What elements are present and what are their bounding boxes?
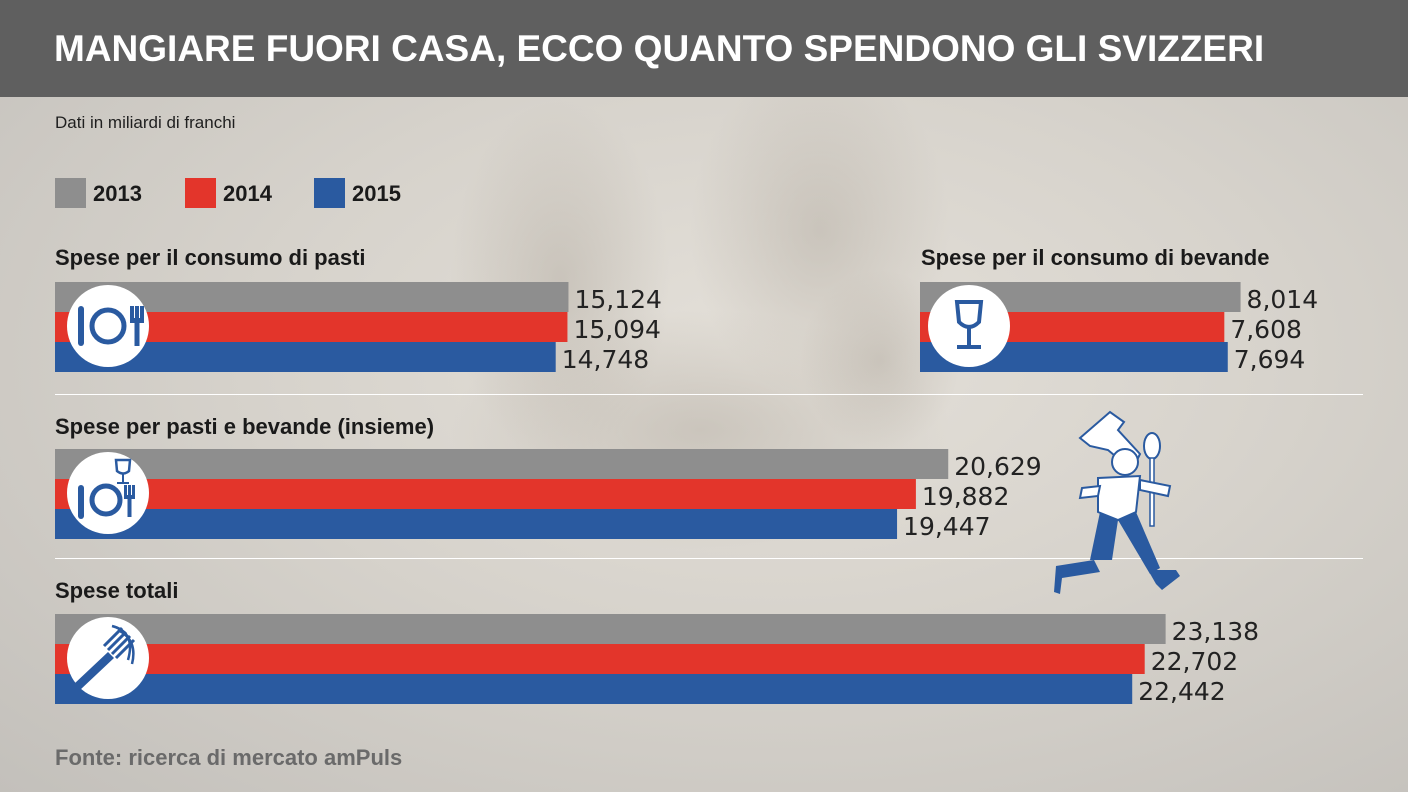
bar-insieme-2015 (55, 509, 898, 539)
chart-title-pasti: Spese per il consumo di pasti (55, 245, 366, 270)
bar-insieme-2013 (55, 449, 949, 479)
source-note: Fonte: ricerca di mercato amPuls (55, 745, 403, 770)
plate-glass-icon (67, 452, 149, 534)
bar-totali-2015 (55, 674, 1133, 704)
page-title: MANGIARE FUORI CASA, ECCO QUANTO SPENDON… (54, 28, 1265, 69)
running-chef-icon (1054, 410, 1180, 594)
value-label-totali-2015: 22,442 (1138, 677, 1225, 706)
value-label-totali-2013: 23,138 (1172, 617, 1259, 646)
value-label-bevande-2015: 7,694 (1234, 345, 1306, 374)
legend-swatch-2014 (185, 178, 216, 208)
legend-label-2014: 2014 (223, 181, 272, 206)
legend-label-2013: 2013 (93, 181, 142, 206)
value-label-bevande-2013: 8,014 (1247, 285, 1319, 314)
bar-totali-2014 (55, 644, 1145, 674)
wine-glass-icon (928, 285, 1010, 367)
bar-insieme-2014 (55, 479, 916, 509)
chart-title-bevande: Spese per il consumo di bevande (921, 245, 1270, 270)
legend-label-2015: 2015 (352, 181, 401, 206)
legend-swatch-2015 (314, 178, 345, 208)
chart-title-totali: Spese totali (55, 578, 179, 603)
legend-swatch-2013 (55, 178, 86, 208)
value-label-pasti-2015: 14,748 (562, 345, 649, 374)
divider-1 (55, 394, 1363, 395)
value-label-pasti-2014: 15,094 (573, 315, 660, 344)
value-label-bevande-2014: 7,608 (1230, 315, 1302, 344)
value-label-pasti-2013: 15,124 (574, 285, 661, 314)
units-subtitle: Dati in miliardi di franchi (55, 113, 236, 132)
divider-2 (55, 558, 1363, 559)
value-label-insieme-2013: 20,629 (954, 452, 1041, 481)
plate-cutlery-icon (67, 285, 149, 367)
fork-spaghetti-icon (67, 617, 149, 699)
header-bar: MANGIARE FUORI CASA, ECCO QUANTO SPENDON… (0, 0, 1408, 97)
bar-totali-2013 (55, 614, 1166, 644)
value-label-totali-2014: 22,702 (1151, 647, 1238, 676)
chart-title-insieme: Spese per pasti e bevande (insieme) (55, 414, 435, 439)
value-label-insieme-2015: 19,447 (903, 512, 990, 541)
value-label-insieme-2014: 19,882 (922, 482, 1009, 511)
